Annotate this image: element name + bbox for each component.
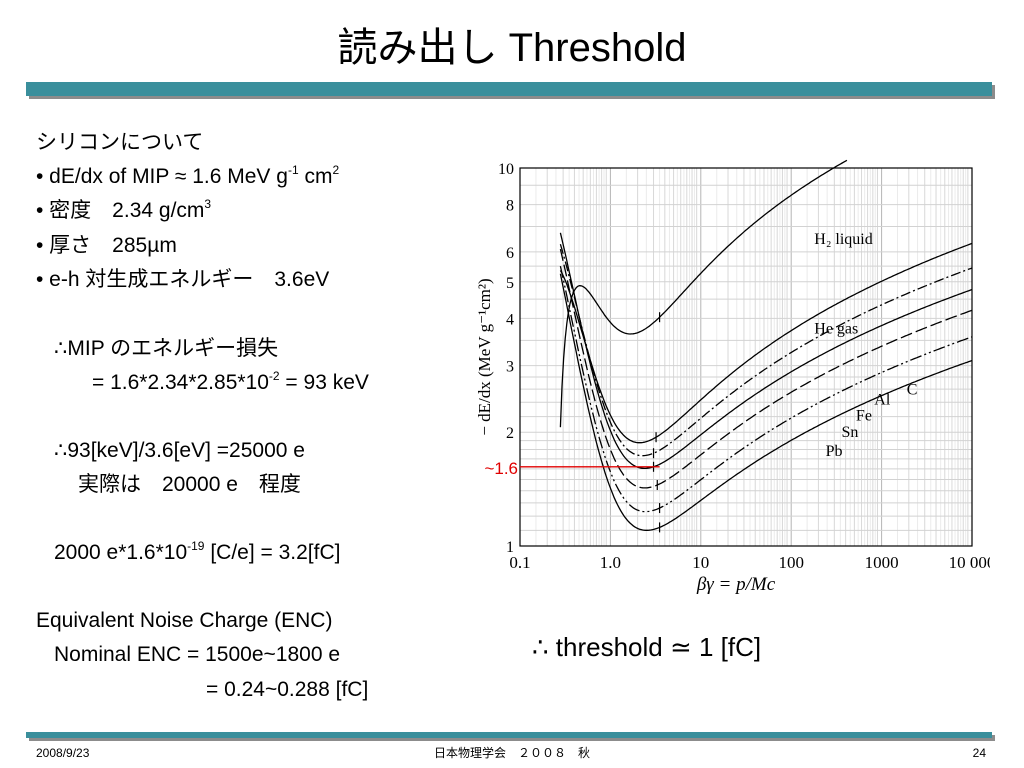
y-tick-label: 10	[498, 161, 514, 178]
y-axis-label: − dE/dx (MeV g⁻¹cm²)	[475, 278, 494, 435]
enc-nominal: Nominal ENC = 1500e~1800 e	[54, 643, 341, 666]
series-curve	[559, 273, 973, 531]
series-label: Fe	[856, 407, 872, 424]
series-curve	[559, 232, 973, 470]
series-curve	[559, 248, 973, 489]
enc-title: Equivalent Noise Charge (ENC)	[36, 609, 333, 632]
threshold-conclusion: ∴ threshold ≃ 1 [fC]	[532, 632, 762, 662]
bullet-dedx: • dE/dx of MIP ≈ 1.6 MeV g-1 cm2	[36, 163, 340, 188]
x-tick-label: 0.1	[509, 553, 530, 572]
actual-electrons: 実際は 20000 e 程度	[78, 473, 301, 496]
x-tick-label: 10 000	[949, 553, 990, 572]
electron-count-calc: ∴93[keV]/3.6[eV] =25000 e	[54, 439, 305, 462]
bullet-density: • 密度 2.34 g/cm3	[36, 197, 212, 222]
x-tick-label: 1.0	[600, 553, 621, 572]
y-tick-label: 5	[506, 275, 514, 292]
y-tick-label: 4	[506, 311, 514, 328]
bullet-thickness: • 厚さ 285µm	[36, 234, 177, 257]
x-axis-label: βγ = p/Mc	[696, 574, 776, 595]
footer-bar	[26, 732, 992, 738]
series-label: H₂ liquid	[814, 231, 872, 248]
slide-title: 読み出し Threshold	[337, 26, 687, 70]
series-label: C	[907, 381, 918, 398]
series-curve	[559, 242, 973, 444]
footer-date: 2008/9/23	[36, 746, 90, 760]
bullet-eh-energy: • e-h 対生成エネルギー 3.6eV	[36, 268, 330, 291]
x-tick-label: 100	[778, 553, 804, 572]
heading-silicon: シリコンについて	[36, 131, 204, 154]
dedx-chart: 0.1 1.0 10 100 1000 10 000 1 2 3 4 5 6 8 10 βγ = p/Mc −…	[475, 159, 990, 595]
y-tick-label: 6	[506, 245, 514, 262]
series-curve	[559, 159, 848, 428]
y-tick-label: 1	[506, 539, 514, 556]
footer-page-number: 24	[972, 746, 986, 760]
annotation-label: ~1.6	[484, 459, 518, 478]
series-label: Pb	[826, 443, 843, 460]
series-label: Sn	[841, 424, 858, 441]
mip-energy-loss-calc: = 1.6*2.34*2.85*10-2 = 93 keV	[92, 369, 369, 394]
plot-frame	[519, 167, 973, 547]
x-tick-label: 10	[692, 553, 709, 572]
y-tick-label: 2	[506, 425, 514, 442]
y-tick-label: 8	[506, 198, 514, 215]
enc-fc: = 0.24~0.288 [fC]	[206, 678, 369, 701]
title-underline-bar	[26, 82, 992, 96]
series-curve	[559, 244, 973, 457]
charge-calc: 2000 e*1.6*10-19 [C/e] = 3.2[fC]	[54, 539, 341, 564]
y-tick-label: 3	[506, 359, 514, 376]
footer-event: 日本物理学会 ２００８ 秋	[433, 746, 590, 760]
x-tick-label: 1000	[865, 553, 899, 572]
mip-energy-loss-heading: ∴MIP のエネルギー損失	[54, 337, 279, 360]
series-label: Al	[874, 391, 891, 408]
